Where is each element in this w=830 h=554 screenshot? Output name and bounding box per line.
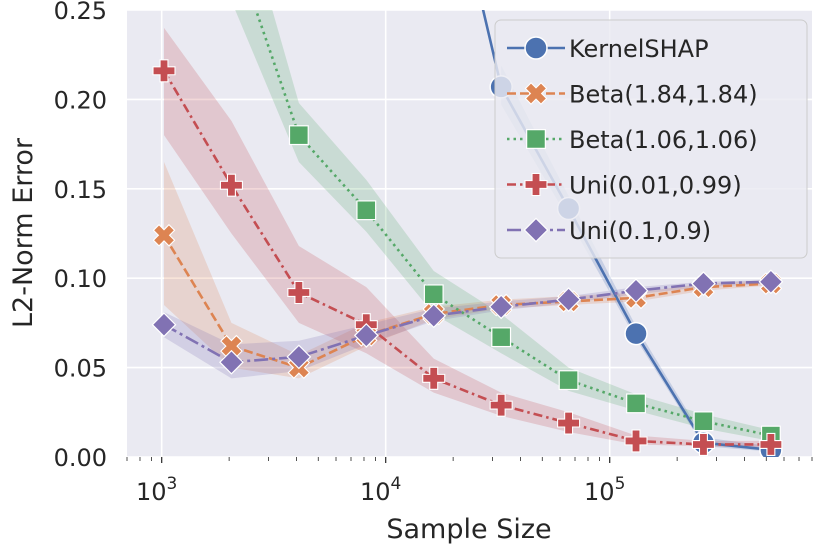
beta-1-06-1-06-point <box>693 411 714 432</box>
legend-label-uni-0-1-0-9: Uni(0.1,0.9) <box>569 217 711 245</box>
uni-0-1-0-9-point <box>353 323 379 348</box>
beta-1-06-1-06-point <box>626 393 646 414</box>
beta-1-06-1-06-point <box>558 370 579 391</box>
x-axis-label: Sample Size <box>386 514 551 545</box>
legend-marker-beta-1-84-1-84 <box>524 82 548 105</box>
uni-0-01-0-99-point <box>691 432 716 457</box>
y-axis-ticks: 0.00 0.05 0.10 0.15 0.20 0.25 <box>54 0 107 472</box>
beta-1-06-1-06-line <box>254 10 772 437</box>
beta-1-06-1-06-point <box>423 284 444 305</box>
legend-marker-uni-0-01-0-99 <box>524 172 548 197</box>
uni-0-1-0-9-point <box>488 294 514 320</box>
uni-0-1-0-9-point <box>556 287 581 313</box>
uni-0-1-0-9-point <box>219 349 244 375</box>
y-tick-label: 0.05 <box>54 355 107 383</box>
legend-label-beta-1-06-1-06: Beta(1.06,1.06) <box>569 126 758 154</box>
uni-0-01-0-99-point <box>624 429 648 453</box>
y-tick-label: 0.20 <box>54 86 107 114</box>
beta-1-84-1-84-point <box>152 223 176 247</box>
uni-0-1-0-9-point <box>691 271 716 296</box>
y-tick-label: 0.00 <box>54 444 107 472</box>
legend-marker-beta-1-06-1-06 <box>526 129 546 149</box>
legend: KernelSHAP Beta(1.84,1.84) Beta(1.06,1.06)… <box>494 19 808 259</box>
x-tick-label: 105 <box>584 474 625 506</box>
uni-0-01-0-99-point <box>152 59 176 83</box>
uni-0-1-0-9-point <box>286 344 312 370</box>
y-tick-label: 0.25 <box>54 0 107 25</box>
uni-0-1-0-9-point <box>151 312 177 338</box>
uni-0-01-0-99-point <box>489 393 513 417</box>
uni-0-01-0-99-band <box>164 27 771 449</box>
legend-label-kernelshap: KernelSHAP <box>569 35 709 63</box>
legend-box <box>494 19 808 259</box>
y-tick-label: 0.15 <box>54 176 107 204</box>
y-tick-label: 0.10 <box>54 265 107 293</box>
legend-marker-uni-0-1-0-9 <box>523 217 549 243</box>
uni-0-01-0-99-point <box>422 366 446 390</box>
y-axis-label: L2-Norm Error <box>8 137 39 328</box>
legend-marker-kernelshap <box>524 36 548 60</box>
uni-0-1-0-9-line <box>163 280 771 364</box>
uni-0-1-0-9-band <box>164 279 771 379</box>
beta-1-06-1-06-point <box>491 327 512 348</box>
uni-0-1-0-9-point <box>421 303 447 329</box>
x-tick-label: 103 <box>136 474 177 506</box>
x-axis-ticks: 103 104 105 <box>136 457 625 506</box>
uni-0-01-0-99-point <box>219 173 243 197</box>
x-tick-label: 104 <box>360 474 401 506</box>
legend-label-beta-1-84-1-84: Beta(1.84,1.84) <box>569 81 758 109</box>
legend-label-uni-0-01-0-99: Uni(0.01,0.99) <box>569 172 742 200</box>
beta-1-84-1-84-line <box>162 234 771 369</box>
uni-0-01-0-99-point <box>759 432 783 457</box>
beta-1-06-1-06-point <box>288 125 309 146</box>
uni-0-01-0-99-point <box>557 411 581 435</box>
uni-0-01-0-99-point <box>287 280 311 305</box>
uni-0-1-0-9-point <box>758 269 784 295</box>
uni-0-1-0-9-point <box>623 278 649 304</box>
beta-1-06-1-06-point <box>356 200 377 221</box>
kernelshap-point <box>624 321 648 346</box>
uni-0-01-0-99-line <box>162 70 771 446</box>
